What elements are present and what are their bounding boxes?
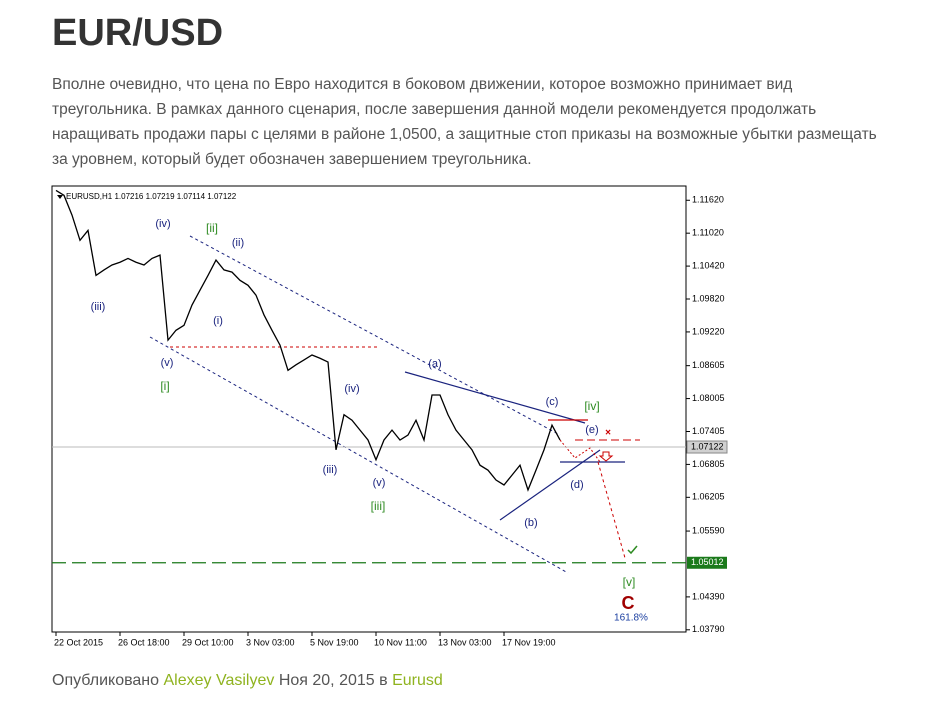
wave-label: [iii] — [371, 499, 386, 513]
wave-label: (e) — [585, 424, 598, 436]
wave-label: (iv) — [155, 218, 170, 230]
wave-label: (v) — [373, 477, 386, 489]
y-tick-label: 1.08605 — [692, 360, 725, 370]
y-tick-label: 1.04390 — [692, 591, 725, 601]
wave-label: C — [622, 593, 635, 613]
wave-label: (iii) — [323, 464, 338, 476]
wave-label: (d) — [570, 479, 583, 491]
y-tick-label: 1.03790 — [692, 624, 725, 634]
x-tick-label: 26 Oct 18:00 — [118, 637, 170, 647]
wave-label: (iii) — [91, 301, 106, 313]
wave-label: (b) — [524, 517, 537, 529]
wave-label: [ii] — [206, 221, 218, 235]
cross-icon: × — [605, 428, 611, 439]
wave-label: (v) — [161, 357, 174, 369]
post-date: Ноя 20, 2015 — [278, 672, 375, 689]
wave-label: (i) — [213, 315, 223, 327]
check-icon — [627, 545, 638, 555]
paragraph-line: треугольника. В рамках данного сценария,… — [52, 101, 817, 118]
price-line — [55, 189, 561, 492]
wave-label: [i] — [160, 379, 169, 393]
chart-header: EURUSD,H1 1.07216 1.07219 1.07114 1.0712… — [66, 192, 237, 201]
title: EUR/USD — [52, 12, 224, 54]
wave-label: (a) — [428, 358, 441, 370]
target-label: 1.05012 — [691, 557, 724, 567]
channel-upper — [189, 235, 561, 436]
paragraph-line: наращивать продажи пары с целями в район… — [52, 126, 877, 143]
wave-label: (iv) — [344, 383, 359, 395]
current-price-label: 1.07122 — [691, 441, 724, 451]
y-tick-label: 1.09820 — [692, 293, 725, 303]
channel-lower — [149, 336, 569, 574]
y-tick-label: 1.06205 — [692, 492, 725, 502]
y-tick-label: 1.06805 — [692, 459, 725, 469]
wave-label: [v] — [623, 575, 636, 589]
footer: Опубликовано Alexey Vasilyev Ноя 20, 201… — [52, 672, 443, 690]
x-tick-label: 3 Nov 03:00 — [246, 637, 295, 647]
y-tick-label: 1.05590 — [692, 525, 725, 535]
x-tick-label: 22 Oct 2015 — [54, 637, 103, 647]
projection — [597, 461, 626, 559]
x-tick-label: 17 Nov 19:00 — [502, 637, 556, 647]
y-tick-label: 1.10420 — [692, 260, 725, 270]
y-tick-label: 1.11620 — [692, 195, 724, 205]
wave-label: (ii) — [232, 237, 244, 249]
wave-label: (c) — [546, 396, 559, 408]
y-tick-label: 1.11020 — [692, 228, 724, 238]
footer-in: в — [379, 672, 388, 689]
x-tick-label: 13 Nov 03:00 — [438, 637, 492, 647]
arrow-icon — [598, 451, 614, 462]
triangle-upper — [404, 371, 586, 424]
wave-label: 161.8% — [614, 613, 648, 624]
x-tick-label: 5 Nov 19:00 — [310, 637, 359, 647]
y-tick-label: 1.08005 — [692, 393, 725, 403]
paragraph-line: Вполне очевидно, что цена по Евро находи… — [52, 76, 793, 93]
y-tick-label: 1.09220 — [692, 326, 725, 336]
x-tick-label: 29 Oct 10:00 — [182, 637, 234, 647]
x-tick-label: 10 Nov 11:00 — [374, 637, 427, 647]
wave-label: [iv] — [584, 399, 599, 413]
author-link[interactable]: Alexey Vasilyev — [163, 672, 275, 689]
target-box — [687, 556, 727, 569]
menu-arrow — [57, 195, 63, 199]
current-price-box — [686, 440, 728, 454]
category-link[interactable]: Eurusd — [392, 672, 443, 689]
footer-prefix: Опубликовано — [52, 672, 160, 689]
paragraph-line: за уровнем, который будет обозначен заве… — [52, 151, 532, 168]
y-tick-label: 1.07405 — [692, 426, 725, 436]
wave-path — [559, 439, 601, 463]
chart-frame — [51, 185, 687, 633]
